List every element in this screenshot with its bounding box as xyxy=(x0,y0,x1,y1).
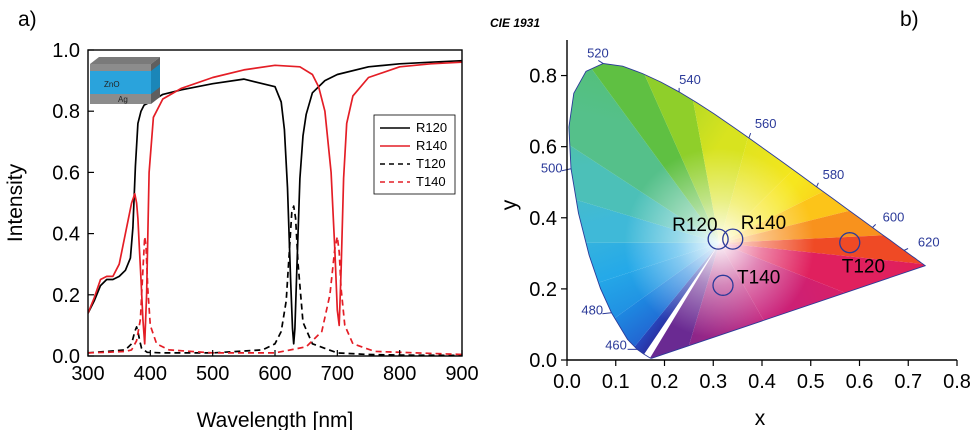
wavelength-tick xyxy=(816,182,819,188)
spectrum-y-axis-title: Intensity xyxy=(4,163,27,242)
legend-label-r120: R120 xyxy=(416,120,447,135)
cie-x-tick-label: 0.1 xyxy=(602,371,630,393)
wavelength-tick xyxy=(748,132,752,139)
cie-title: CIE 1931 xyxy=(490,16,540,30)
y-tick-label: 0.8 xyxy=(52,101,80,123)
wavelength-label-600: 600 xyxy=(883,209,905,224)
series-line-r120 xyxy=(88,59,462,345)
wavelength-labels: 460 480 500 520 540 560 580 600 620 xyxy=(541,45,940,352)
wavelength-label-560: 560 xyxy=(755,116,777,131)
wavelength-label-540: 540 xyxy=(679,72,701,87)
cie-y-tick-label: 0.8 xyxy=(529,66,557,88)
x-tick-label: 400 xyxy=(134,363,167,385)
point-marker-r120 xyxy=(707,228,729,250)
series-line-r140 xyxy=(88,61,462,345)
point-label-r140: R140 xyxy=(741,213,786,234)
x-tick-label: 800 xyxy=(383,363,416,385)
series-line-t120 xyxy=(88,205,462,356)
cie-x-tick-label: 0.0 xyxy=(553,371,581,393)
inset-zno-label: ZnO xyxy=(104,80,120,89)
x-tick-label: 600 xyxy=(258,363,291,385)
point-label-t140: T140 xyxy=(737,267,780,288)
cie-x-tick-label: 0.5 xyxy=(797,371,825,393)
wavelength-label-620: 620 xyxy=(918,234,940,249)
x-tick-label: 300 xyxy=(71,363,104,385)
series-line-t140 xyxy=(88,235,462,356)
spectrum-legend: R120 R140 T120 T140 xyxy=(373,114,456,195)
device-inset: ZnO Ag xyxy=(90,57,160,104)
spectrum-plot: 300 400 500 600 700 800 900 0.0 0.2 0.4 0.6 0.8 1.0… xyxy=(4,40,479,430)
point-marker-t140 xyxy=(712,274,734,296)
wavelength-label-500: 500 xyxy=(541,161,563,176)
point-marker-r140 xyxy=(722,228,744,250)
x-tick-label: 700 xyxy=(321,363,354,385)
spectrum-y-ticks: 0.0 0.2 0.4 0.6 0.8 1.0 xyxy=(52,40,94,368)
cie-gamut-fill xyxy=(568,63,926,359)
cie-x-tick-label: 0.2 xyxy=(651,371,679,393)
spectrum-curves xyxy=(88,59,462,356)
point-label-t120: T120 xyxy=(842,257,885,278)
gamut-sector xyxy=(568,63,720,244)
cie-x-tick-label: 0.7 xyxy=(894,371,922,393)
spectral-locus xyxy=(568,63,927,359)
wavelength-label-580: 580 xyxy=(823,167,845,182)
x-tick-label: 900 xyxy=(445,363,478,385)
y-tick-label: 0.2 xyxy=(52,285,80,307)
cie-x-tick-label: 0.3 xyxy=(699,371,727,393)
cie-y-tick-label: 0.6 xyxy=(529,137,557,159)
cie-x-tick-label: 0.4 xyxy=(748,371,776,393)
y-tick-label: 0.6 xyxy=(52,162,80,184)
legend-label-t140: T140 xyxy=(416,174,446,189)
chromaticity-points: R120 R140 T140 T120 xyxy=(672,213,885,296)
y-tick-label: 0.4 xyxy=(52,224,80,246)
spectrum-x-ticks: 300 400 500 600 700 800 900 xyxy=(71,350,479,385)
wavelength-label-460: 460 xyxy=(605,337,627,352)
point-label-r120: R120 xyxy=(672,215,717,236)
legend-label-t120: T120 xyxy=(416,156,446,171)
point-marker-t120 xyxy=(839,232,861,254)
cie-y-tick-label: 0.2 xyxy=(529,279,557,301)
wavelength-label-480: 480 xyxy=(581,303,603,318)
wavelength-tick xyxy=(872,224,877,228)
inset-ag-label: Ag xyxy=(118,95,128,104)
x-tick-label: 500 xyxy=(196,363,229,385)
y-tick-label: 1.0 xyxy=(52,40,80,62)
wavelength-tick xyxy=(602,312,612,315)
cie-x-axis-title: x xyxy=(755,407,766,430)
cie-x-tick-label: 0.6 xyxy=(846,371,874,393)
white-point-glow xyxy=(624,148,815,339)
spectrum-x-axis-title: Wavelength [nm] xyxy=(197,409,354,430)
cie-y-ticks: 0.0 0.2 0.4 0.6 0.8 xyxy=(529,66,567,372)
cie-y-tick-label: 0.4 xyxy=(529,208,557,230)
wavelength-tick xyxy=(903,248,909,251)
cie-x-ticks: 0.0 0.1 0.2 0.3 0.4 0.5 0.6 0.7 0.8 xyxy=(553,360,970,393)
wavelength-label-520: 520 xyxy=(587,45,609,60)
wavelength-tick xyxy=(598,60,604,64)
y-tick-label: 0.0 xyxy=(52,346,80,368)
legend-label-r140: R140 xyxy=(416,138,447,153)
panel-a-label: a) xyxy=(18,8,37,31)
cie-diagram: 460 480 500 520 540 560 580 600 620 R120 R140 T140… xyxy=(498,40,970,430)
cie-y-axis-title: y xyxy=(498,199,521,210)
cie-y-tick-label: 0.0 xyxy=(529,350,557,372)
panel-b-label: b) xyxy=(900,8,919,31)
cie-x-tick-label: 0.8 xyxy=(943,371,970,393)
